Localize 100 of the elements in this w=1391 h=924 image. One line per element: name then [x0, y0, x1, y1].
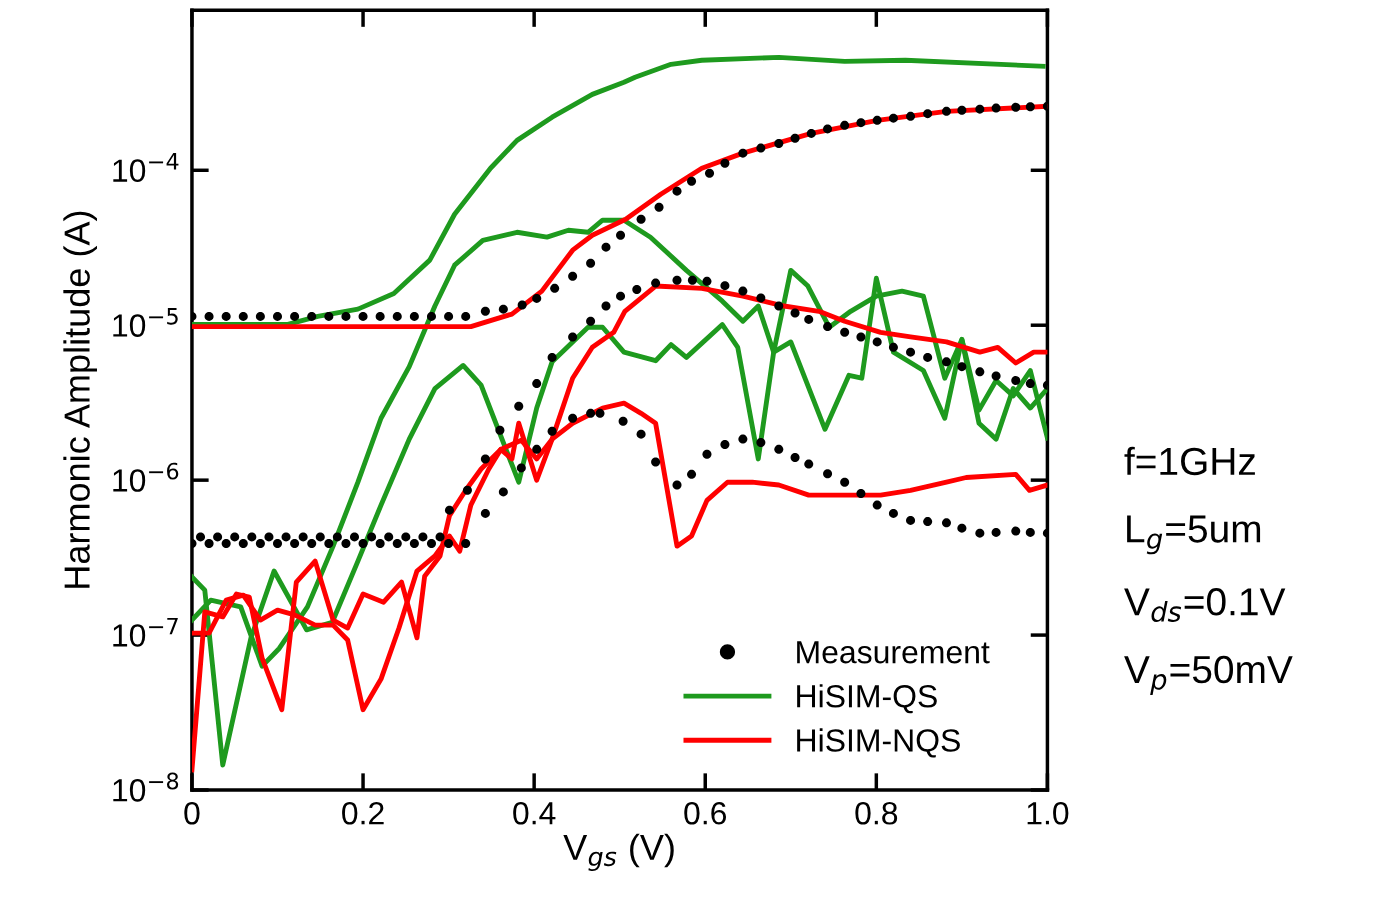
point [687, 275, 697, 285]
point [367, 532, 377, 542]
point [872, 500, 882, 510]
point [480, 454, 490, 464]
point [856, 332, 866, 342]
point [888, 342, 898, 352]
point [705, 168, 715, 178]
point [547, 426, 557, 436]
point [532, 379, 542, 389]
x-tick-label: 0 [184, 801, 200, 825]
point [462, 485, 472, 495]
point [720, 158, 730, 168]
point [756, 293, 766, 303]
point [461, 539, 471, 549]
x-tick-label: 0.8 [855, 801, 898, 825]
point [856, 118, 866, 128]
point [840, 120, 850, 130]
point [840, 327, 850, 337]
point [738, 148, 748, 158]
point [774, 444, 784, 454]
point [823, 322, 833, 332]
point [307, 311, 317, 321]
point [672, 480, 682, 490]
point [872, 115, 882, 125]
point [823, 124, 833, 134]
point [756, 143, 766, 153]
point [532, 444, 542, 454]
point [906, 347, 916, 357]
point [991, 103, 1001, 113]
point [568, 332, 578, 342]
point [324, 539, 334, 549]
point [444, 311, 454, 321]
point [375, 311, 385, 321]
point [823, 469, 833, 479]
point [230, 532, 240, 542]
y-tick-label: 10$^{−8}$ [113, 772, 179, 802]
point [444, 505, 454, 515]
point [586, 316, 596, 326]
point [384, 532, 394, 542]
point [238, 539, 248, 549]
point [957, 105, 967, 115]
point [1025, 379, 1035, 389]
legend-label: HiSIM-NQS [797, 728, 960, 758]
y-tick-label: 10$^{−4}$ [113, 153, 179, 182]
point [616, 230, 626, 240]
point [720, 281, 730, 291]
point [774, 301, 784, 311]
point [672, 275, 682, 285]
x-axis-title: V$_{gs}$ (V) [563, 833, 674, 872]
point [568, 413, 578, 423]
text: L$_{g}$=5um [1127, 515, 1261, 555]
x-tick-label: 0.4 [513, 801, 556, 825]
point [255, 539, 265, 549]
point [888, 508, 898, 518]
point [264, 532, 274, 542]
point [687, 176, 697, 186]
point [975, 367, 985, 377]
point [290, 311, 300, 321]
point [332, 532, 342, 542]
x-tick-label: 0.6 [684, 801, 727, 825]
point [806, 128, 816, 138]
point [480, 508, 490, 518]
point [632, 285, 642, 295]
point [651, 457, 661, 467]
point [941, 357, 951, 367]
point [532, 293, 542, 303]
point [888, 113, 898, 123]
point [426, 539, 436, 549]
point [1025, 102, 1035, 112]
point [790, 133, 800, 143]
point [636, 214, 646, 224]
point [498, 487, 508, 497]
point [957, 523, 967, 533]
point [213, 532, 223, 542]
point [221, 539, 231, 549]
point [550, 283, 560, 293]
point [196, 532, 206, 542]
point [341, 539, 351, 549]
point [654, 202, 664, 212]
point [426, 311, 436, 321]
point [480, 306, 490, 316]
point [738, 434, 748, 444]
point [315, 532, 325, 542]
point [636, 429, 646, 439]
point [495, 425, 505, 435]
point [517, 300, 527, 310]
y-tick-label: 10$^{−6}$ [113, 462, 179, 492]
point [738, 286, 748, 296]
point [444, 539, 454, 549]
point [341, 311, 351, 321]
legend-label: HiSIM-QS [797, 684, 937, 714]
point [872, 337, 882, 347]
legend-label: Measurement [797, 641, 990, 664]
point [923, 517, 933, 527]
point [790, 308, 800, 318]
point [941, 518, 951, 528]
point [702, 276, 712, 286]
y-tick-label: 10$^{−7}$ [113, 617, 178, 647]
point [568, 271, 578, 281]
point [204, 311, 214, 321]
